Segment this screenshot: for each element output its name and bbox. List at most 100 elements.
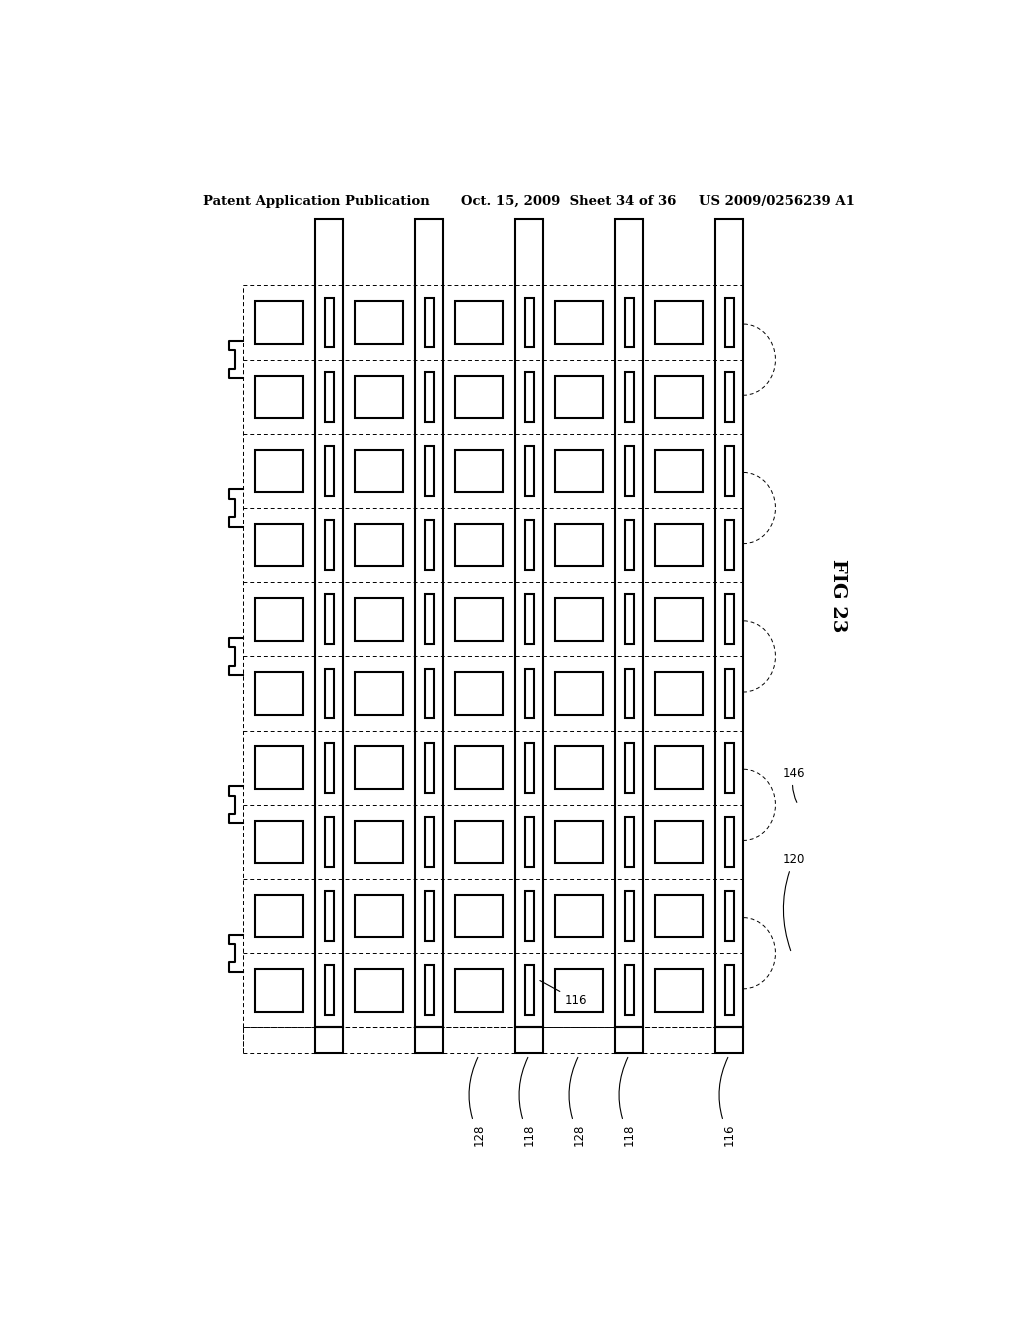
Bar [456, 969, 503, 1011]
Bar [355, 450, 402, 492]
Bar [524, 520, 534, 570]
Text: 146: 146 [782, 767, 805, 803]
Bar [456, 747, 503, 789]
Text: 116: 116 [719, 1057, 735, 1147]
Bar [655, 747, 702, 789]
Bar [625, 743, 634, 792]
Bar [543, 1027, 615, 1053]
Text: 118: 118 [620, 1057, 636, 1146]
Bar [255, 524, 303, 566]
Bar [325, 520, 334, 570]
Bar [524, 594, 534, 644]
Bar [425, 520, 433, 570]
Bar [725, 891, 733, 941]
Bar [625, 594, 634, 644]
Text: 120: 120 [782, 853, 805, 950]
Bar [325, 891, 334, 941]
Bar [625, 446, 634, 496]
Bar [425, 372, 433, 421]
Bar [725, 743, 733, 792]
Bar [615, 1027, 643, 1053]
Bar [625, 965, 634, 1015]
Bar [524, 669, 534, 718]
Bar [655, 450, 702, 492]
Bar [625, 372, 634, 421]
Bar [315, 1027, 343, 1053]
Bar [725, 520, 733, 570]
Bar [555, 747, 603, 789]
Bar [524, 817, 534, 867]
Bar [555, 821, 603, 863]
Bar [425, 594, 433, 644]
Bar [255, 672, 303, 714]
Bar [725, 594, 733, 644]
Bar [725, 965, 733, 1015]
Bar [255, 450, 303, 492]
Bar [555, 598, 603, 640]
Bar [615, 219, 643, 1027]
Bar [524, 965, 534, 1015]
Bar [425, 446, 433, 496]
Bar [655, 598, 702, 640]
Bar [456, 301, 503, 343]
Bar [655, 301, 702, 343]
Bar [355, 598, 402, 640]
Bar [325, 669, 334, 718]
Bar [655, 969, 702, 1011]
Bar [555, 672, 603, 714]
Text: 116: 116 [540, 981, 588, 1007]
Bar [325, 743, 334, 792]
Bar [555, 450, 603, 492]
Bar [425, 817, 433, 867]
Bar [555, 301, 603, 343]
Bar [725, 372, 733, 421]
Text: Patent Application Publication: Patent Application Publication [204, 194, 430, 207]
Bar [425, 297, 433, 347]
Bar [524, 891, 534, 941]
Bar [655, 672, 702, 714]
Bar [325, 965, 334, 1015]
Bar [456, 524, 503, 566]
Bar [625, 520, 634, 570]
Bar [555, 375, 603, 418]
Bar [425, 891, 433, 941]
Bar [524, 743, 534, 792]
Bar [625, 297, 634, 347]
Bar [725, 817, 733, 867]
Bar [325, 594, 334, 644]
Bar [443, 1027, 515, 1053]
Bar [555, 895, 603, 937]
Bar [325, 817, 334, 867]
Bar [456, 375, 503, 418]
Text: FIG 23: FIG 23 [829, 558, 847, 632]
Bar [415, 1027, 443, 1053]
Bar [325, 372, 334, 421]
Bar [243, 1027, 315, 1053]
Bar [415, 219, 443, 1027]
Bar [515, 219, 543, 1027]
Bar [456, 821, 503, 863]
Bar [355, 969, 402, 1011]
Bar [255, 821, 303, 863]
Bar [255, 375, 303, 418]
Bar [255, 747, 303, 789]
Bar [625, 891, 634, 941]
Bar [456, 450, 503, 492]
Bar [725, 669, 733, 718]
Bar [715, 1027, 743, 1053]
Text: 118: 118 [519, 1057, 536, 1146]
Bar [524, 372, 534, 421]
Bar [255, 301, 303, 343]
Bar [715, 219, 743, 1027]
Text: US 2009/0256239 A1: US 2009/0256239 A1 [699, 194, 855, 207]
Bar [315, 219, 343, 1027]
Bar [655, 895, 702, 937]
Text: 128: 128 [569, 1057, 586, 1146]
Bar [255, 895, 303, 937]
Bar [555, 524, 603, 566]
Bar [325, 446, 334, 496]
Bar [655, 375, 702, 418]
Bar [355, 301, 402, 343]
Bar [524, 297, 534, 347]
Bar [255, 598, 303, 640]
